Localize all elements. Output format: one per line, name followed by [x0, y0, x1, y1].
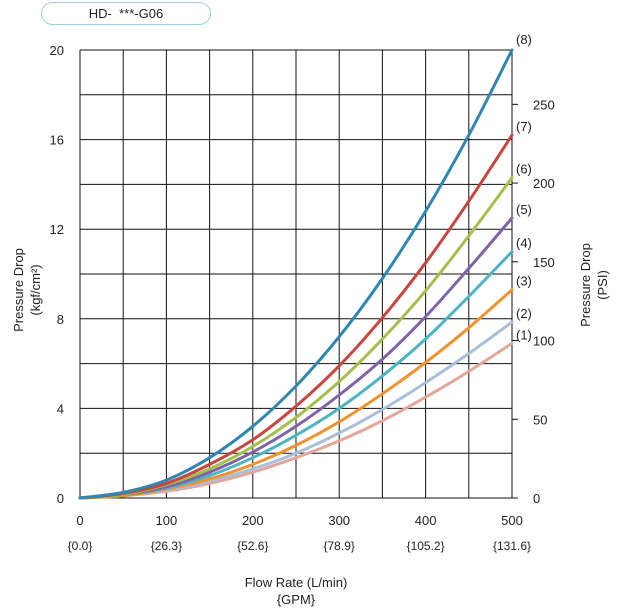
series-label: (8) [516, 32, 532, 47]
x-tick-label: 0 [76, 513, 83, 528]
y-axis-title: Pressure Drop [11, 248, 26, 332]
x-axis-title-secondary: {GPM} [277, 592, 316, 607]
series-line [78, 216, 514, 500]
x-tick-label-gpm: {52.6} [237, 539, 268, 553]
series-label: (3) [516, 274, 532, 289]
x-tick-label: 100 [156, 513, 178, 528]
series-label: (2) [516, 306, 532, 321]
y-right-tick-label: 100 [533, 334, 555, 349]
y-right-axis-title: Pressure Drop [578, 243, 593, 327]
y-tick-label: 0 [57, 491, 64, 506]
x-tick-label-gpm: {105.2} [407, 539, 445, 553]
series-line [78, 133, 514, 500]
y-axis-unit: (kgf/cm²) [28, 264, 43, 315]
x-tick-label: 200 [242, 513, 264, 528]
y-right-tick-label: 0 [533, 491, 540, 506]
model-label: HD- ***-G06 [41, 2, 211, 25]
y-tick-label: 4 [57, 401, 64, 416]
y-tick-label: 20 [50, 43, 64, 58]
series-line [78, 48, 514, 500]
series-label: (4) [516, 236, 532, 251]
y-right-tick-label: 200 [533, 176, 555, 191]
y-right-tick-label: 50 [533, 412, 547, 427]
x-tick-label: 300 [328, 513, 350, 528]
y-right-axis-unit: (PSI) [595, 270, 610, 300]
x-tick-label-gpm: {0.0} [68, 539, 93, 553]
series-label: (5) [516, 202, 532, 217]
x-tick-label-gpm: {131.6} [493, 539, 531, 553]
x-tick-label-gpm: {26.3} [151, 539, 182, 553]
y-right-tick-label: 150 [533, 255, 555, 270]
x-axis-title: Flow Rate (L/min) [245, 575, 348, 590]
series-label: (7) [516, 119, 532, 134]
y-tick-label: 8 [57, 312, 64, 327]
x-tick-label: 400 [415, 513, 437, 528]
x-tick-label: 500 [501, 513, 523, 528]
series-label: (1) [516, 327, 532, 342]
y-tick-label: 12 [50, 222, 64, 237]
y-tick-label: 16 [50, 133, 64, 148]
y-right-tick-label: 250 [533, 97, 555, 112]
series-label: (6) [516, 162, 532, 177]
x-tick-label-gpm: {78.9} [324, 539, 355, 553]
